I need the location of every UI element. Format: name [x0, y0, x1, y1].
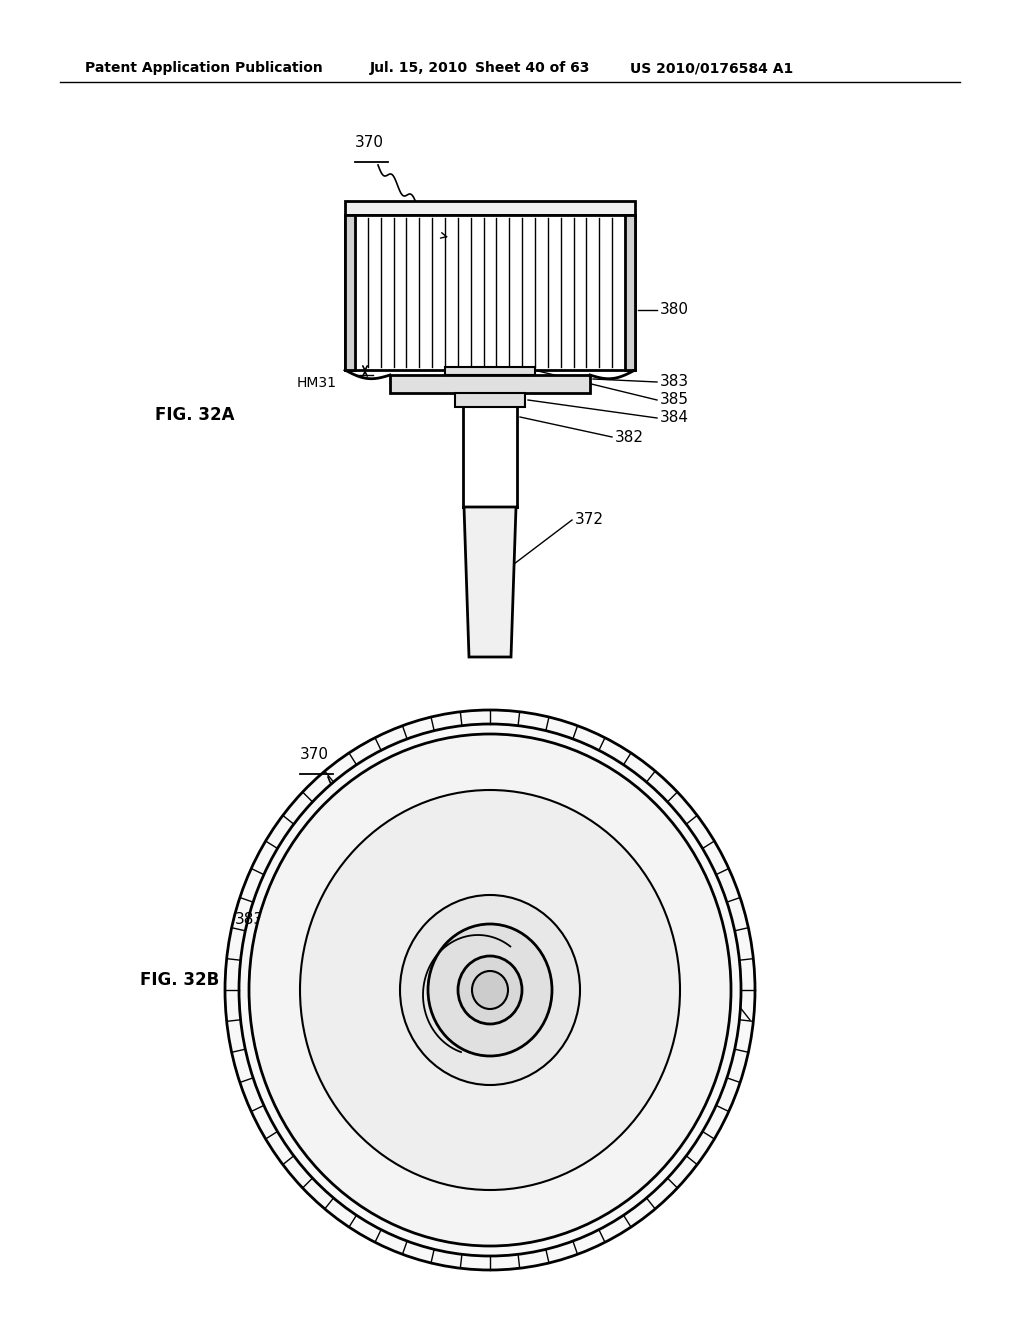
Bar [455, 393, 525, 407]
Bar [345, 215, 355, 370]
Text: 370: 370 [300, 747, 329, 762]
Ellipse shape [472, 972, 508, 1008]
Bar [390, 375, 590, 393]
Text: FIG. 32B: FIG. 32B [140, 972, 219, 989]
Text: 382: 382 [640, 1052, 669, 1068]
Ellipse shape [458, 956, 522, 1024]
Text: Patent Application Publication: Patent Application Publication [85, 61, 323, 75]
Ellipse shape [249, 734, 731, 1246]
Ellipse shape [300, 789, 680, 1191]
Text: 380: 380 [660, 302, 689, 318]
Text: 373: 373 [345, 1177, 374, 1192]
Text: FIG. 32A: FIG. 32A [155, 407, 234, 424]
Ellipse shape [239, 723, 741, 1257]
Text: HM31: HM31 [297, 376, 337, 389]
Bar [345, 215, 635, 370]
Bar [445, 367, 535, 375]
Text: 372: 372 [438, 1192, 467, 1208]
Text: 384: 384 [660, 411, 689, 425]
Text: Sheet 40 of 63: Sheet 40 of 63 [475, 61, 590, 75]
Ellipse shape [428, 924, 552, 1056]
Text: 380: 380 [685, 928, 714, 942]
Text: 383: 383 [660, 375, 689, 389]
Ellipse shape [225, 710, 755, 1270]
Text: 385: 385 [660, 392, 689, 408]
Text: 370: 370 [355, 135, 384, 150]
Text: 383: 383 [234, 912, 264, 928]
Bar [625, 215, 635, 370]
Text: 384: 384 [655, 1002, 684, 1018]
Text: US 2010/0176584 A1: US 2010/0176584 A1 [630, 61, 794, 75]
Polygon shape [464, 507, 516, 657]
Bar [345, 201, 635, 215]
Text: 372: 372 [575, 512, 604, 528]
Text: Jul. 15, 2010: Jul. 15, 2010 [370, 61, 468, 75]
Ellipse shape [400, 895, 580, 1085]
Text: 382: 382 [615, 429, 644, 445]
